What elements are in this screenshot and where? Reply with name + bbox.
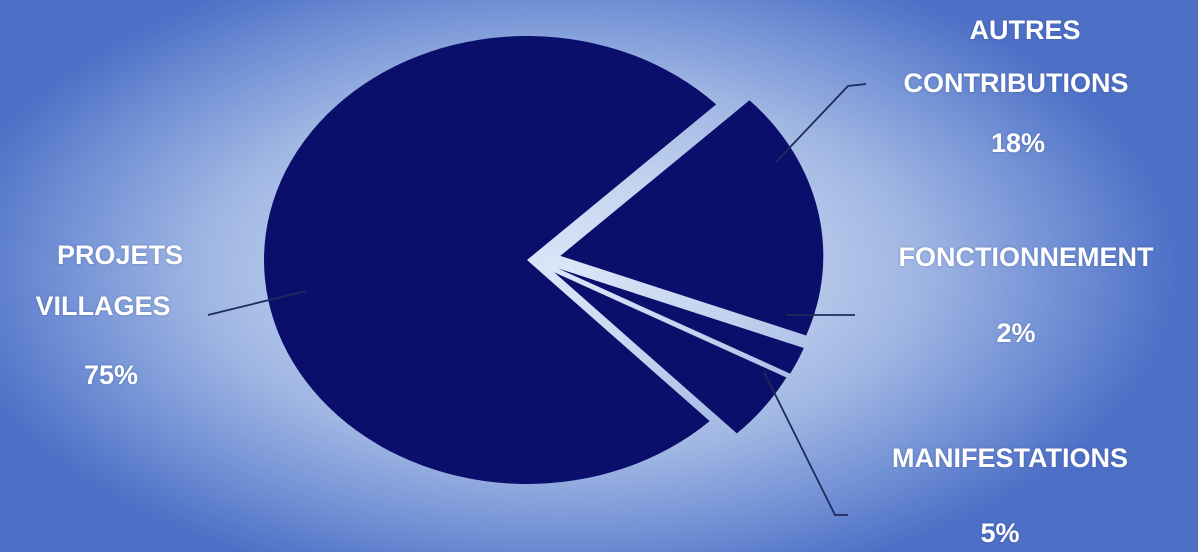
leader-lines xyxy=(207,83,867,516)
slice-autres-contributions xyxy=(560,100,824,336)
label-autres-line1: AUTRES xyxy=(969,15,1081,45)
pie-slices xyxy=(263,36,824,485)
label-manifestations: MANIFESTATIONS xyxy=(892,443,1128,473)
slice-manifestations xyxy=(554,272,787,434)
leader-autres-contributions xyxy=(775,83,867,163)
label-fonctionnement-percent: 2% xyxy=(996,318,1036,348)
leader-manifestations xyxy=(763,371,848,516)
label-autres-percent: 18% xyxy=(990,128,1046,158)
label-fonctionnement: FONCTIONNEMENT xyxy=(898,242,1154,272)
slice-projets-villages xyxy=(263,36,717,485)
leader-projets-villages xyxy=(207,290,307,316)
label-autres-line2: CONTRIBUTIONS xyxy=(903,68,1129,98)
slice-fonctionnement xyxy=(557,268,804,374)
label-manifestations-percent: 5% xyxy=(980,518,1020,548)
label-projets-line1: PROJETS xyxy=(56,240,184,270)
label-projets-percent: 75% xyxy=(83,360,139,390)
label-projets-line2: VILLAGES xyxy=(35,291,171,321)
